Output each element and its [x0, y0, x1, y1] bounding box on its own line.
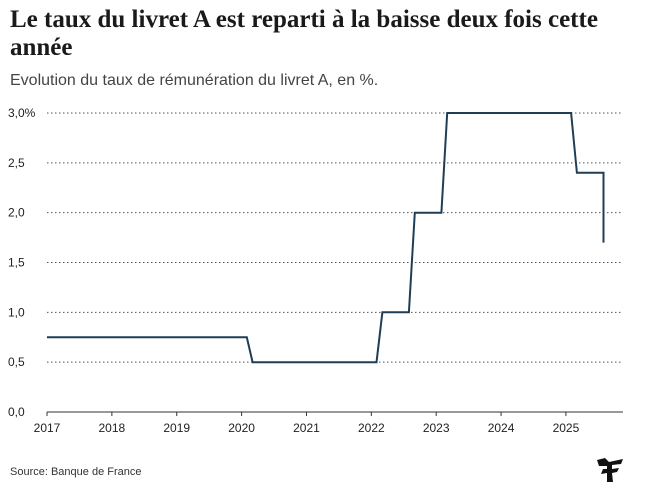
y-tick-label: 2,5 [8, 156, 25, 170]
x-tick-label: 2019 [163, 421, 190, 435]
y-tick-label: 3,0% [8, 106, 36, 120]
x-tick-label: 2020 [228, 421, 255, 435]
y-tick-label: 1,5 [8, 256, 25, 270]
y-tick-label: 0,5 [8, 355, 25, 369]
grid-lines [47, 112, 623, 363]
x-tick-label: 2025 [553, 421, 580, 435]
le-figaro-logo-icon [597, 458, 623, 482]
x-tick-label: 2023 [423, 421, 450, 435]
source-note: Source: Banque de France [10, 466, 142, 478]
y-axis-ticks: 0,0 0,5 1,0 1,5 2,0 2,5 3,0% [8, 106, 36, 419]
x-tick-label: 2018 [99, 421, 126, 435]
x-tick-label: 2021 [293, 421, 320, 435]
series-layer [47, 112, 605, 364]
y-tick-label: 1,0 [8, 305, 25, 319]
y-tick-label: 2,0 [8, 206, 25, 220]
chart-title: Le taux du livret A est reparti à la bai… [10, 6, 598, 61]
line-chart: 0,00,51,01,52,02,53,0% 2017 2018 2019 2020 2… [8, 106, 623, 435]
x-axis-ticks: 2017 2018 2019 2020 2021 2022 2023 2024 2025 [34, 412, 580, 435]
x-tick-label: 2024 [488, 421, 515, 435]
chart-subtitle: Evolution du taux de rémunération du liv… [10, 72, 379, 89]
x-tick-label: 2017 [34, 421, 61, 435]
y-tick-label: 0,0 [8, 405, 25, 419]
series-line [47, 112, 605, 364]
x-tick-label: 2022 [358, 421, 385, 435]
